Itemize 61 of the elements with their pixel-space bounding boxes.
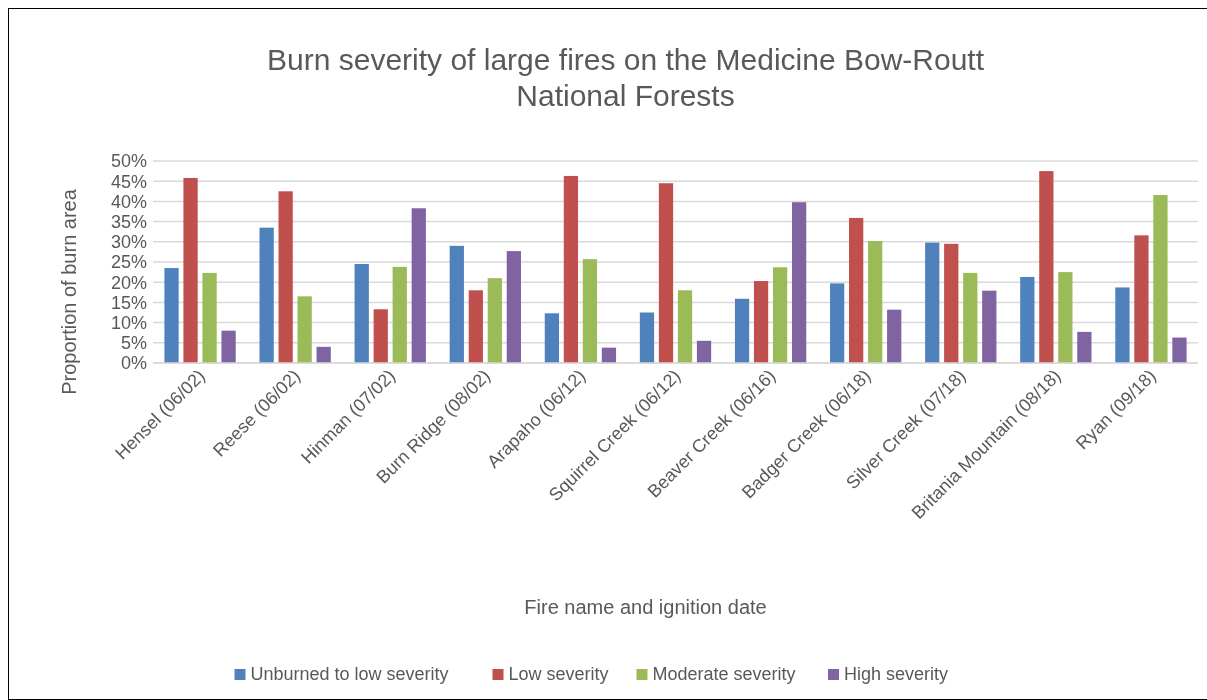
bar bbox=[1058, 272, 1073, 363]
bar bbox=[963, 272, 978, 363]
bar bbox=[1134, 235, 1149, 363]
bar bbox=[221, 330, 236, 363]
bar bbox=[563, 175, 579, 363]
bar bbox=[849, 217, 864, 363]
bar bbox=[316, 346, 331, 363]
y-tick-label: 25% bbox=[110, 252, 147, 273]
bar bbox=[677, 290, 693, 363]
bar bbox=[791, 202, 807, 363]
bar bbox=[887, 309, 902, 363]
bar bbox=[925, 242, 940, 363]
chart-title: Burn severity of large fires on the Medicine Bow-Routt National Forests bbox=[267, 43, 985, 112]
y-tick-label: 5% bbox=[120, 333, 147, 354]
y-tick-label: 50% bbox=[110, 151, 147, 172]
bar bbox=[278, 191, 293, 363]
bar bbox=[734, 298, 750, 363]
y-axis-title: Proportion of burn area bbox=[58, 188, 80, 395]
bar bbox=[373, 309, 388, 363]
legend-label: Moderate severity bbox=[652, 664, 796, 684]
y-tick-label: 45% bbox=[110, 171, 147, 192]
bar bbox=[772, 267, 788, 363]
y-tick-label: 20% bbox=[110, 272, 147, 293]
bar bbox=[639, 312, 655, 363]
bar bbox=[164, 268, 179, 363]
bar bbox=[449, 245, 464, 363]
bar bbox=[1153, 194, 1168, 363]
bar bbox=[830, 283, 845, 363]
legend-label: Low severity bbox=[508, 664, 609, 684]
bar bbox=[202, 272, 217, 363]
bar bbox=[411, 208, 426, 363]
bar bbox=[753, 280, 769, 363]
legend-label: High severity bbox=[844, 664, 949, 684]
bar bbox=[468, 290, 483, 363]
bar bbox=[259, 227, 274, 363]
bar bbox=[1039, 171, 1054, 363]
bar bbox=[1172, 337, 1187, 363]
bar bbox=[183, 177, 198, 363]
y-tick-label: 30% bbox=[110, 232, 147, 253]
bar bbox=[544, 313, 560, 363]
bar bbox=[506, 251, 521, 363]
bar bbox=[392, 266, 407, 363]
bar bbox=[944, 243, 959, 363]
bar bbox=[696, 340, 712, 363]
legend-label: Unburned to low severity bbox=[250, 664, 449, 684]
bar bbox=[487, 278, 502, 363]
y-tick-label: 35% bbox=[110, 211, 147, 232]
y-tick-label: 40% bbox=[110, 191, 147, 212]
y-tick-label: 10% bbox=[110, 312, 147, 333]
bar bbox=[582, 259, 598, 363]
bar bbox=[354, 264, 369, 363]
bar bbox=[868, 240, 883, 363]
bar bbox=[658, 183, 674, 363]
bar bbox=[1077, 331, 1092, 363]
bar bbox=[982, 290, 997, 363]
bar bbox=[1115, 287, 1130, 363]
x-axis-title: Fire name and ignition date bbox=[524, 596, 767, 618]
y-tick-label: 0% bbox=[120, 353, 147, 374]
bar bbox=[1020, 276, 1035, 363]
y-tick-label: 15% bbox=[110, 292, 147, 313]
bar bbox=[297, 296, 312, 363]
